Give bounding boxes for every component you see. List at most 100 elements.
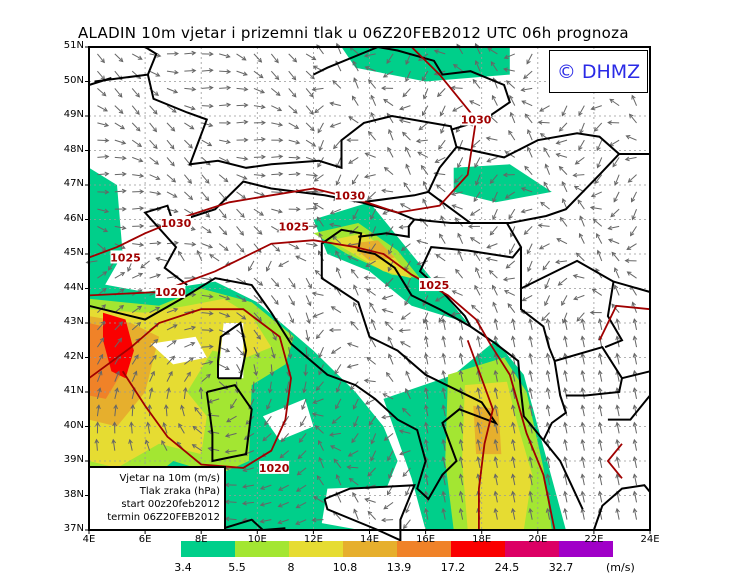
wind-arrow: [201, 344, 214, 350]
wind-arrow: [333, 139, 342, 150]
wind-arrow: [597, 352, 603, 365]
wind-arrow: [317, 122, 324, 134]
wind-arrow: [527, 260, 533, 273]
wind-arrow: [580, 473, 586, 486]
colorbar-label: 32.7: [548, 561, 574, 574]
lat-label: 42N: [63, 350, 84, 362]
wind-arrow: [381, 308, 394, 314]
wind-arrow: [271, 88, 281, 97]
wind-arrow: [381, 294, 394, 300]
wind-arrow: [288, 88, 297, 98]
wind-arrow: [201, 243, 214, 249]
wind-arrow: [563, 456, 568, 468]
wind-arrow: [508, 130, 516, 141]
wind-arrow: [166, 370, 173, 382]
wind-arrow: [441, 318, 447, 330]
wind-arrow: [313, 174, 324, 182]
wind-arrow: [288, 329, 294, 342]
wind-arrow: [201, 174, 210, 184]
wind-arrow: [236, 312, 247, 320]
wind-arrow: [368, 79, 377, 89]
legend-box: Vjetar na 10m (m/s) Tlak zraka (hPa) sta…: [90, 466, 226, 529]
wind-arrow: [596, 139, 603, 152]
wind-arrow: [493, 438, 499, 451]
wind-arrow: [632, 369, 638, 382]
calm-area: [321, 485, 412, 537]
wind-arrow: [632, 438, 638, 451]
wind-arrow: [236, 137, 249, 143]
wind-arrow: [296, 467, 307, 476]
lon-label: 6E: [138, 534, 152, 545]
wind-arrow: [335, 474, 342, 486]
wind-arrow: [300, 415, 307, 427]
wind-arrow: [270, 53, 279, 64]
wind-arrow: [149, 139, 158, 150]
wind-arrow: [423, 473, 429, 486]
wind-arrow: [416, 239, 428, 245]
isobar: [598, 304, 651, 341]
wind-arrow: [422, 295, 429, 307]
wind-arrow: [563, 369, 568, 382]
wind-arrow: [521, 100, 533, 107]
wind-arrow: [555, 152, 568, 158]
wind-arrow: [271, 137, 284, 143]
wind-arrow: [114, 304, 125, 314]
wind-arrow: [305, 122, 315, 132]
wind-arrow: [597, 369, 603, 382]
lon-label: 20E: [528, 534, 548, 545]
wind-arrow: [399, 105, 411, 111]
wind-arrow: [236, 174, 248, 180]
wind-arrow: [474, 284, 481, 296]
wind-arrow: [253, 53, 263, 63]
wind-arrow: [201, 51, 214, 57]
wind-arrow: [433, 49, 446, 55]
wind-arrow: [236, 156, 249, 161]
wind-arrow: [399, 203, 411, 210]
wind-arrow: [544, 277, 551, 290]
colorbar-swatch: [235, 541, 289, 557]
wind-arrow: [597, 404, 603, 417]
wind-arrow: [367, 467, 377, 477]
wind-arrow: [201, 373, 211, 383]
colorbar-swatch: [181, 541, 235, 557]
wind-arrow: [491, 94, 498, 106]
wind-arrow: [348, 477, 359, 486]
wind-arrow: [527, 129, 533, 141]
isobar-label-bg: [278, 219, 309, 233]
wind-arrow: [301, 398, 307, 411]
wind-arrow: [149, 338, 159, 348]
wind-arrow: [523, 70, 533, 80]
wind-arrow: [539, 105, 550, 112]
isobar-label: 1025: [110, 251, 141, 264]
wind-arrow: [492, 301, 498, 313]
isobar-label-bg: [259, 460, 290, 474]
wind-arrow: [578, 139, 585, 151]
wind-arrow: [132, 156, 144, 163]
wind-arrow: [149, 122, 158, 133]
wind-arrow: [382, 70, 394, 78]
wind-arrow: [541, 312, 550, 322]
wind-arrow: [563, 335, 568, 348]
wind-arrow: [265, 260, 272, 272]
wind-arrow: [97, 154, 110, 160]
wind-arrow: [370, 433, 377, 445]
isobar-label: 1030: [335, 189, 366, 202]
wind-arrow: [318, 456, 324, 469]
wind-arrow: [596, 232, 603, 244]
wind-arrow: [318, 139, 324, 152]
wind-arrow: [201, 68, 214, 73]
wind-arrow: [128, 438, 133, 451]
wind-arrow: [184, 357, 195, 365]
wind-arrow: [335, 250, 342, 262]
wind-arrow: [201, 139, 213, 147]
wind-arrow: [558, 122, 568, 132]
wind-arrow: [236, 53, 247, 61]
wind-arrow: [596, 157, 603, 169]
colorbar-label: 10.8: [332, 561, 358, 574]
wind-arrow: [422, 88, 429, 100]
wind-arrow: [626, 271, 637, 279]
wind-arrow: [271, 122, 284, 127]
wind-arrow: [420, 164, 429, 175]
wind-arrow: [489, 174, 498, 184]
wind-arrow: [439, 233, 446, 244]
